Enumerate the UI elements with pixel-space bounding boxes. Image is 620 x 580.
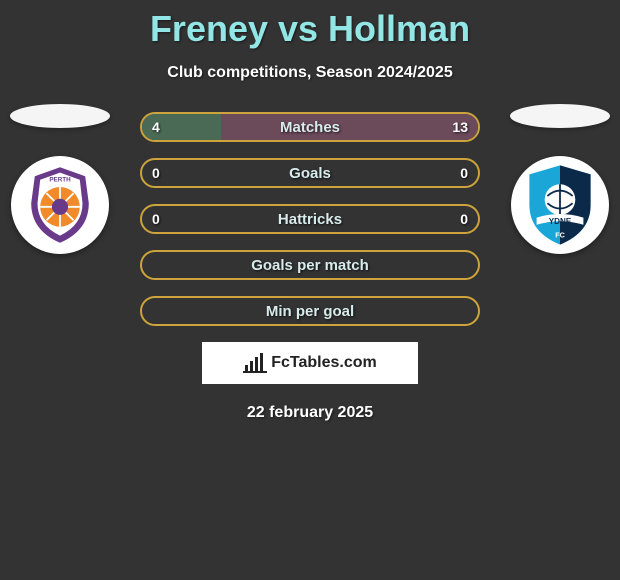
stat-row: Goals per match — [140, 250, 480, 280]
stat-label: Hattricks — [142, 211, 478, 228]
player-left-column: PERTH — [10, 104, 110, 254]
stat-row: Min per goal — [140, 296, 480, 326]
svg-text:FC: FC — [555, 230, 565, 239]
perth-glory-icon: PERTH — [15, 160, 105, 250]
stat-label: Min per goal — [142, 303, 478, 320]
branding-text: FcTables.com — [271, 354, 377, 372]
stat-bars: 413Matches 00Goals 00Hattricks Goals per ma… — [140, 112, 480, 326]
stat-label: Goals per match — [142, 257, 478, 274]
sydney-fc-icon: YDNE FC — [515, 160, 605, 250]
stat-row: 00Goals — [140, 158, 480, 188]
player-right-column: YDNE FC — [510, 104, 610, 254]
stat-label: Goals — [142, 165, 478, 182]
branding-badge: FcTables.com — [202, 342, 418, 384]
page-title: Freney vs Hollman — [0, 0, 620, 50]
club-badge-left: PERTH — [11, 156, 109, 254]
player-left-ellipse — [10, 104, 110, 128]
club-badge-right: YDNE FC — [511, 156, 609, 254]
footer-date: 22 february 2025 — [0, 404, 620, 422]
page-subtitle: Club competitions, Season 2024/2025 — [0, 64, 620, 82]
stat-label: Matches — [142, 119, 478, 136]
svg-text:PERTH: PERTH — [49, 177, 71, 184]
player-right-ellipse — [510, 104, 610, 128]
bar-chart-icon — [243, 353, 267, 373]
svg-text:YDNE: YDNE — [549, 217, 572, 226]
comparison-content: PERTH YDNE FC 413Matches 00Goals 00Hattric… — [0, 112, 620, 422]
stat-row: 00Hattricks — [140, 204, 480, 234]
stat-row: 413Matches — [140, 112, 480, 142]
